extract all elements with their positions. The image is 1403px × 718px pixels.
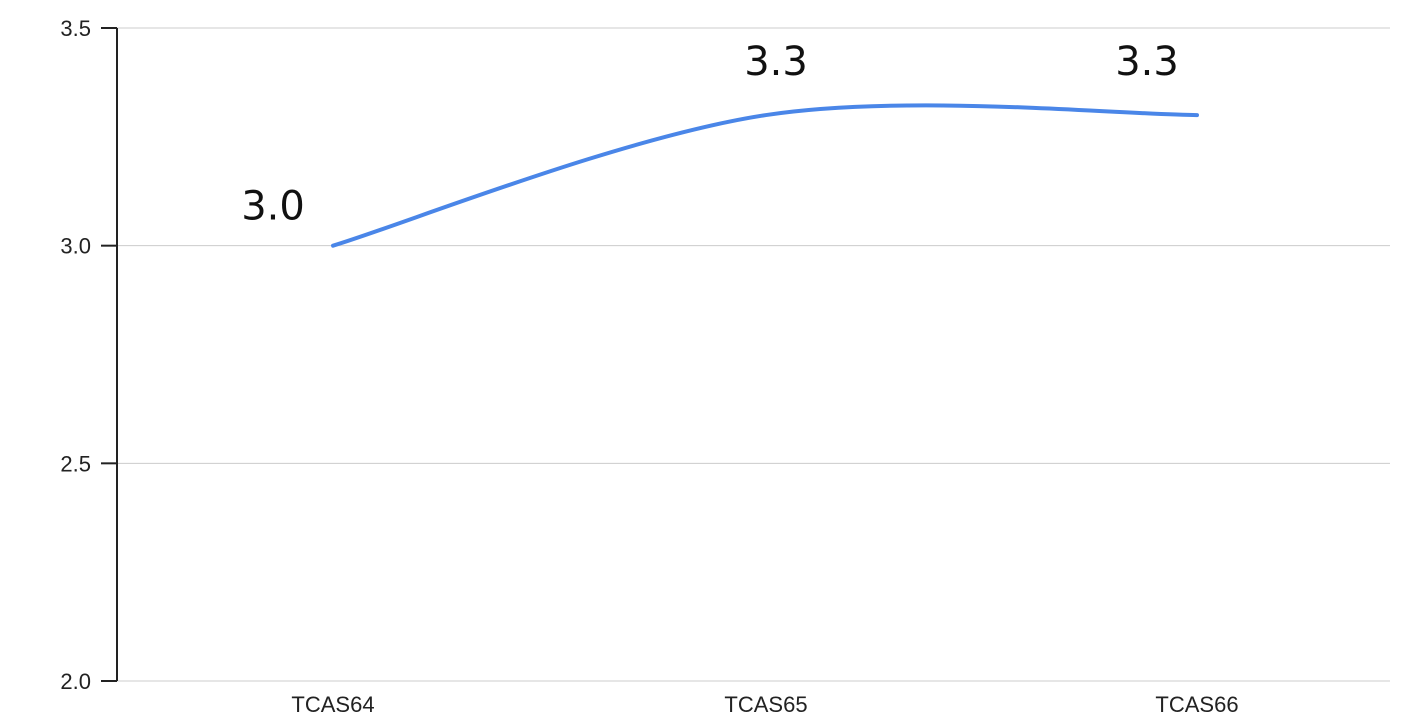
x-tick-label: TCAS64 <box>291 692 374 717</box>
data-label: 3.3 <box>744 39 808 85</box>
x-tick-label: TCAS65 <box>724 692 807 717</box>
y-tick-label: 3.5 <box>60 16 91 41</box>
data-label: 3.3 <box>1115 39 1179 85</box>
y-axis <box>101 27 118 682</box>
x-tick-label: TCAS66 <box>1155 692 1238 717</box>
series-lines <box>331 103 1199 248</box>
series-line <box>331 103 1199 248</box>
gridlines <box>117 27 1390 682</box>
x-tick-labels: TCAS64 TCAS65 TCAS66 <box>291 692 1238 717</box>
y-tick-label: 2.0 <box>60 669 91 694</box>
y-tick-labels: 2.0 2.5 3.0 3.5 <box>60 16 91 694</box>
data-labels: 3.0 3.3 3.3 <box>241 39 1179 230</box>
data-label: 3.0 <box>241 184 305 230</box>
y-tick-label: 3.0 <box>60 234 91 259</box>
y-tick-label: 2.5 <box>60 451 91 476</box>
